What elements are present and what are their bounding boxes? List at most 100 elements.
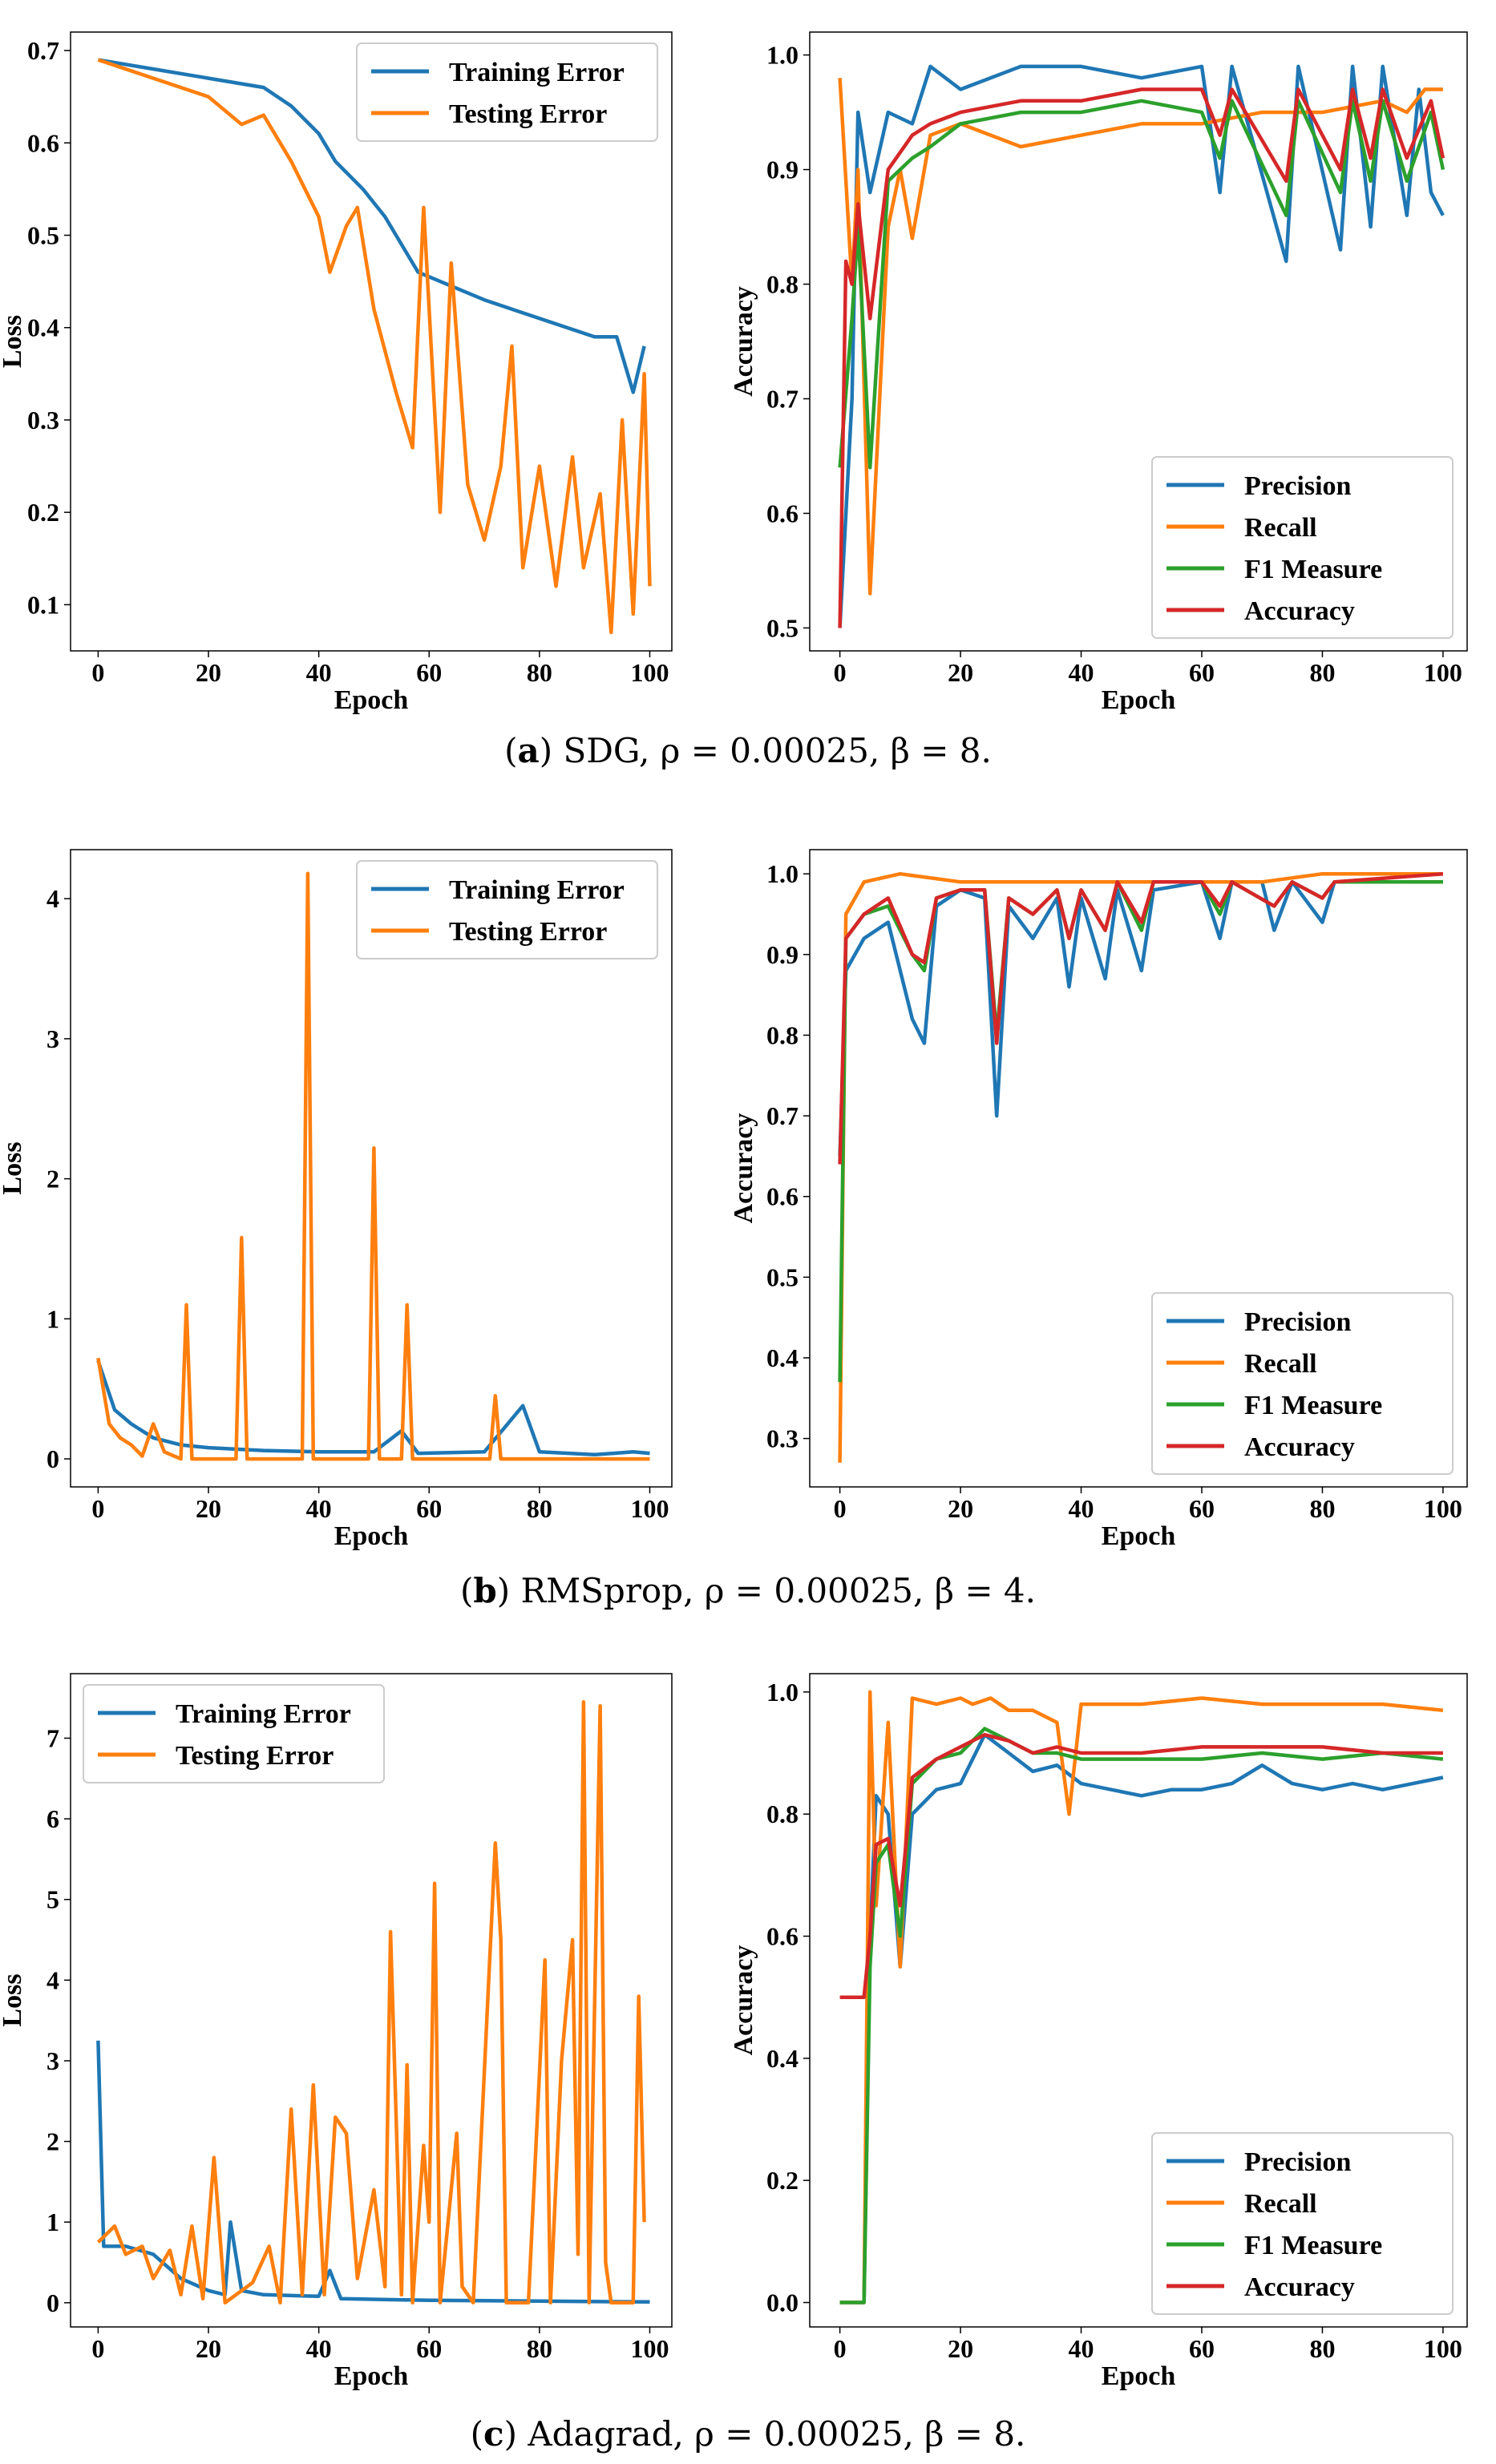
y-tick-label: 6 [46, 1804, 59, 1833]
caption-b: (b) RMSprop, ρ = 0.00025, β = 4. [460, 1571, 1036, 1610]
x-tick-label: 100 [1424, 658, 1462, 687]
legend-label: Accuracy [1244, 2272, 1355, 2302]
legend: Precision Recall F1 Measure Accuracy [1151, 456, 1454, 639]
legend-box [1151, 456, 1454, 639]
y-tick-label: 0.7 [27, 36, 59, 65]
x-tick-label: 0 [91, 2334, 104, 2363]
x-tick-label: 80 [1309, 1494, 1335, 1523]
y-tick-label: 1.0 [766, 1678, 799, 1707]
legend-label: Recall [1244, 513, 1317, 543]
y-tick-label: 0.8 [766, 1800, 799, 1828]
x-axis-label: Epoch [334, 2361, 409, 2391]
x-tick-label: 100 [630, 1494, 669, 1523]
chart-0-0: 0 20 40 60 80 100 0.1 0.2 0.3 0.4 0.5 0.6 0.7 Epoch Lo… [0, 31, 673, 715]
x-tick-label: 0 [91, 658, 104, 687]
x-tick-label: 60 [416, 1494, 442, 1523]
legend-box [83, 1684, 385, 1783]
y-tick-label: 0.8 [766, 270, 799, 299]
y-axis-label: Accuracy [729, 286, 758, 397]
series-line-f1-measure [839, 1727, 1444, 2304]
caption-c-label: c [483, 2414, 504, 2454]
y-tick-label: 0.2 [27, 498, 59, 527]
x-tick-label: 80 [527, 2334, 552, 2363]
legend: Training Error Testing Error [356, 42, 658, 142]
y-tick-label: 2 [46, 2127, 59, 2156]
caption-b-label: b [473, 1571, 497, 1610]
y-tick-label: 0.3 [766, 1424, 799, 1453]
y-tick-label: 0.6 [766, 1922, 799, 1951]
legend-label: Accuracy [1244, 596, 1355, 626]
y-axis-label: Loss [0, 1973, 27, 2026]
y-tick-label: 0.5 [766, 1262, 799, 1291]
x-tick-label: 60 [1189, 2334, 1215, 2363]
legend-box [1151, 1292, 1454, 1475]
series-line-recall [839, 1690, 1444, 2304]
y-tick-label: 0.5 [766, 613, 799, 642]
x-tick-label: 80 [527, 658, 552, 687]
chart-1-0: 0 20 40 60 80 100 0 1 2 3 4 Epoch Loss Training Error… [0, 849, 673, 1551]
caption-c: (c) Adagrad, ρ = 0.00025, β = 8. [470, 2414, 1026, 2454]
x-tick-label: 20 [948, 1494, 973, 1523]
chart-0-1: 0 20 40 60 80 100 0.5 0.6 0.7 0.8 0.9 1.0 Epoch Accur… [729, 31, 1468, 715]
y-axis-label: Loss [0, 315, 27, 368]
y-tick-label: 0.1 [27, 590, 59, 619]
y-tick-label: 4 [46, 884, 59, 913]
chart-1-1: 0 20 40 60 80 100 0.3 0.4 0.5 0.6 0.7 0.8 0.9 1.0 Epoc… [729, 849, 1468, 1551]
series-line-recall [838, 871, 1443, 1463]
x-tick-label: 40 [306, 658, 332, 687]
y-tick-label: 5 [46, 1885, 59, 1914]
legend-label: Precision [1244, 471, 1352, 501]
x-tick-label: 80 [527, 1494, 552, 1523]
series-line-testing-error [96, 871, 650, 1461]
x-tick-label: 20 [196, 658, 221, 687]
x-tick-label: 40 [306, 2334, 332, 2363]
x-axis-label: Epoch [334, 1521, 409, 1551]
y-tick-label: 0.4 [766, 1343, 799, 1372]
x-tick-label: 20 [948, 2334, 973, 2363]
y-tick-label: 3 [46, 2046, 59, 2075]
y-tick-label: 0.7 [766, 384, 799, 413]
y-tick-label: 1.0 [766, 41, 799, 70]
y-tick-label: 0.6 [27, 128, 59, 157]
y-tick-label: 2 [46, 1165, 59, 1194]
y-tick-label: 0.4 [27, 313, 59, 342]
y-tick-label: 0.9 [766, 940, 799, 969]
y-tick-label: 0 [46, 1444, 59, 1473]
y-tick-label: 0.8 [766, 1020, 799, 1049]
legend-box [356, 42, 658, 142]
x-axis-label: Epoch [1102, 685, 1176, 715]
x-tick-label: 40 [1069, 1494, 1094, 1523]
series-line-testing-error [96, 1699, 646, 2305]
legend-label: Precision [1244, 1307, 1352, 1337]
x-tick-label: 60 [1189, 658, 1215, 687]
x-tick-label: 0 [91, 1494, 104, 1523]
legend: Training Error Testing Error [356, 860, 658, 959]
legend-label: Testing Error [449, 917, 607, 947]
legend-label: Training Error [449, 875, 625, 905]
y-tick-label: 3 [46, 1024, 59, 1053]
y-tick-label: 0.0 [766, 2288, 799, 2317]
y-tick-label: 0.7 [766, 1101, 799, 1130]
y-tick-label: 0.6 [766, 499, 799, 527]
x-tick-label: 100 [1424, 2334, 1462, 2363]
x-tick-label: 60 [1189, 1494, 1215, 1523]
x-axis-label: Epoch [334, 685, 409, 715]
x-axis-label: Epoch [1102, 1521, 1176, 1551]
x-tick-label: 0 [834, 658, 847, 687]
y-tick-label: 0.2 [766, 2166, 799, 2195]
caption-a: (a) SDG, ρ = 0.00025, β = 8. [504, 731, 992, 770]
x-tick-label: 20 [196, 2334, 221, 2363]
legend: Precision Recall F1 Measure Accuracy [1151, 1292, 1454, 1475]
legend-label: F1 Measure [1244, 1391, 1382, 1420]
series-line-training-error [98, 58, 646, 394]
legend-label: F1 Measure [1244, 555, 1382, 584]
series-line-testing-error [97, 58, 652, 635]
y-tick-label: 0 [46, 2288, 59, 2317]
y-tick-label: 0.3 [27, 406, 59, 434]
x-tick-label: 100 [630, 2334, 669, 2363]
legend: Training Error Testing Error [83, 1684, 385, 1783]
legend-label: Recall [1244, 2189, 1317, 2219]
caption-a-text: SDG, ρ = 0.00025, β = 8. [563, 731, 992, 770]
y-axis-label: Loss [0, 1141, 27, 1194]
